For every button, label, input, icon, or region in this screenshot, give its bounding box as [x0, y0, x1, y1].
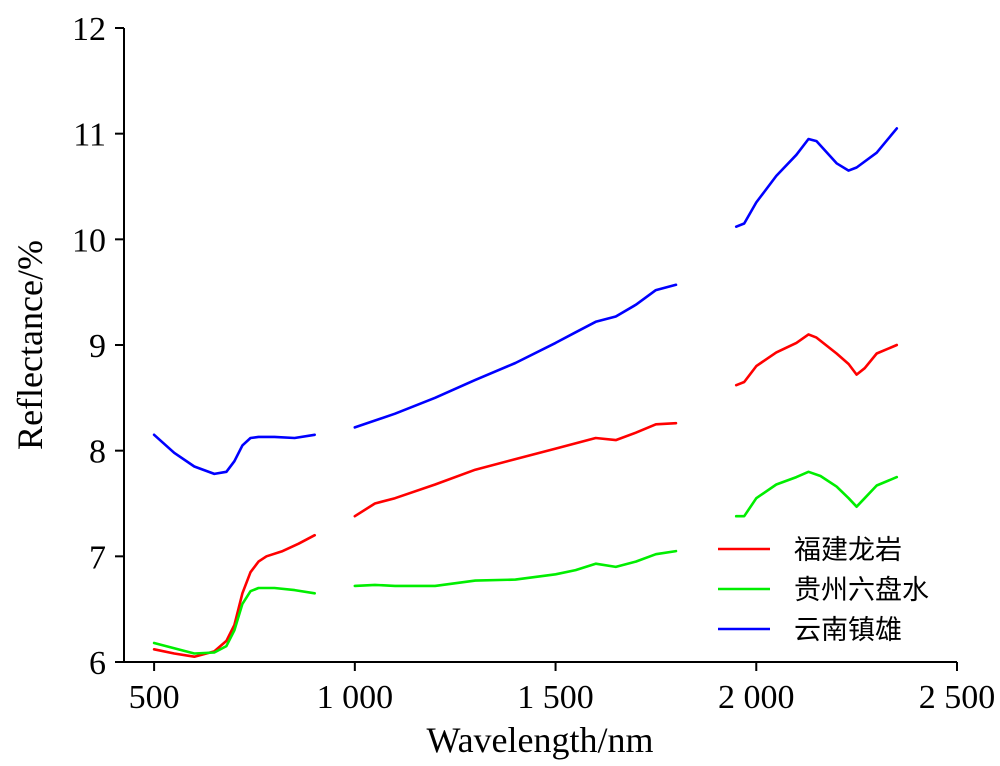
legend-label-1: 福建龙岩: [794, 535, 902, 566]
x-axis-title: Wavelength/nm: [426, 720, 653, 760]
y-tick-label: 12: [72, 11, 106, 48]
series-line-3-segment-1: [152, 433, 317, 476]
y-tick-label: 6: [89, 645, 106, 682]
x-tick-label: 2 500: [919, 679, 996, 716]
x-tick-label: 2 000: [718, 679, 795, 716]
y-axis-title: Reflectance/%: [10, 240, 50, 450]
y-tick-label: 11: [73, 117, 106, 154]
y-tick-label: 8: [89, 434, 106, 471]
series-layer: [152, 127, 899, 659]
series-line-2-segment-2: [353, 549, 678, 588]
x-tick-label: 1 000: [317, 679, 394, 716]
series-line-1-segment-3: [734, 333, 899, 387]
series-line-3-segment-2: [353, 283, 678, 429]
x-tick-label: 1 500: [517, 679, 594, 716]
series-line-3-segment-3: [734, 127, 899, 228]
y-tick-label: 7: [89, 539, 106, 576]
series-line-2-segment-1: [152, 586, 317, 655]
legend-label-2: 贵州六盘水: [794, 575, 929, 606]
x-tick-label: 500: [129, 679, 180, 716]
series-line-2-segment-3: [734, 470, 899, 518]
y-tick-label: 10: [72, 222, 106, 259]
axes: 500 1 000 1 500 2 000 2 500 6 7 8 9 10 11 12: [72, 11, 995, 716]
series-line-1-segment-1: [152, 533, 317, 659]
series-line-1-segment-2: [353, 421, 678, 518]
y-tick-label: 9: [89, 328, 106, 365]
legend-label-3: 云南镇雄: [794, 615, 902, 646]
